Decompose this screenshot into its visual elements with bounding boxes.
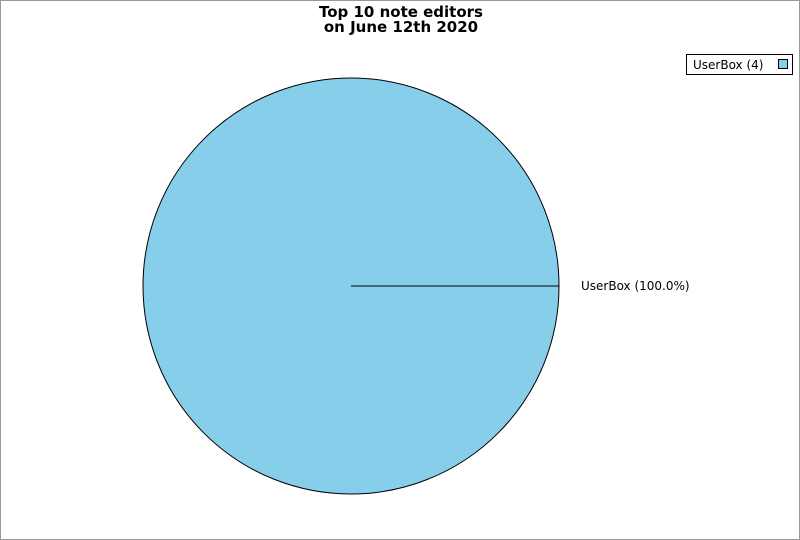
slice-label: UserBox (100.0%) bbox=[581, 279, 690, 293]
chart-title-line-2: on June 12th 2020 bbox=[323, 18, 479, 36]
chart-title-line-1: Top 10 note editors bbox=[318, 3, 483, 21]
legend-box bbox=[686, 54, 793, 75]
legend-swatch bbox=[778, 59, 788, 69]
legend-label: UserBox (4) bbox=[693, 58, 763, 72]
